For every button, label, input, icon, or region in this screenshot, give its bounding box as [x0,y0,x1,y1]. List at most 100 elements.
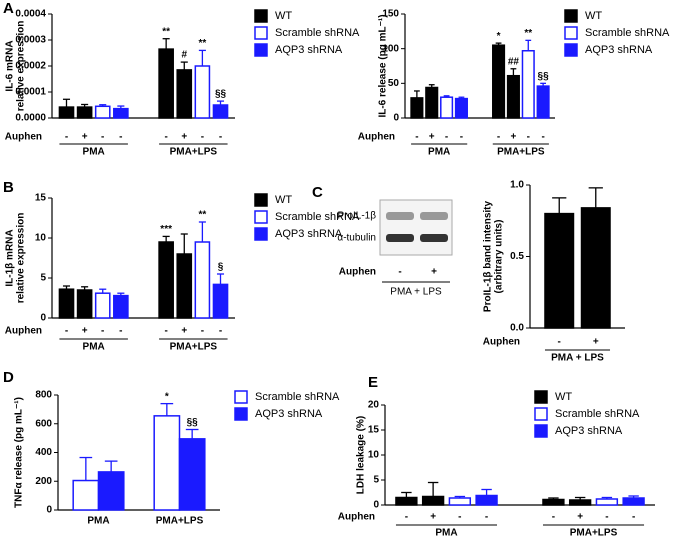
y-tick-label: 0.0002 [15,61,46,72]
bar [568,499,592,506]
bar [76,289,93,319]
group-label: PMA + LPS [390,287,442,298]
annotation: §§ [187,417,199,428]
y-tick-label: 0.0001 [15,87,46,98]
annotation: ** [198,38,206,49]
auphen-value: - [164,132,167,143]
legend-swatch [564,26,578,40]
bar [421,495,445,506]
error-bar [162,38,170,50]
error-bar [216,100,225,105]
bar [194,65,211,119]
group-label: PMA+LPS [497,147,545,158]
auphen-value: - [497,132,500,143]
blot-band [420,234,448,242]
legend-label: WT [555,391,572,403]
y-tick-label: 0 [393,113,399,124]
y-tick-label: 150 [382,9,399,20]
error-bar [81,286,89,290]
legend-swatch [564,9,578,23]
y-tick-label: 0.5 [510,251,524,262]
auphen-value: + [181,132,187,143]
bar [94,292,111,319]
y-axis-label: IL-1β mRNA [5,229,16,286]
blot-band [386,234,414,242]
auphen-value: - [101,132,104,143]
annotation: # [181,50,187,61]
error-bar [588,187,603,208]
bar [425,86,439,119]
bar [212,104,229,119]
bar [58,106,75,119]
error-bar [198,49,206,66]
auphen-value: - [101,326,104,337]
error-bar [428,84,435,88]
legend-label: AQP3 shRNA [555,425,623,437]
auphen-label: Auphen [483,337,520,348]
auphen-value: + [82,326,88,337]
error-bar [540,82,547,87]
y-axis-label: TNFα release (pg mL⁻¹) [14,397,25,508]
y-axis-label: relative expression [16,21,27,112]
error-bar [628,495,639,498]
group-label: PMA + LPS [551,353,604,364]
auphen-value: - [541,132,544,143]
auphen-value: + [593,337,599,348]
error-bar [180,61,188,70]
y-axis-label: (arbitrary units) [494,220,505,294]
blot-band [386,212,414,220]
auphen-label: Auphen [5,326,42,337]
legend-swatch [534,390,548,404]
auphen-value: + [82,132,88,143]
legend-swatch [254,26,268,40]
legend-swatch [534,407,548,421]
bar [542,498,565,506]
y-tick-label: 0.0 [510,323,524,334]
bar [176,69,193,119]
y-tick-label: 400 [35,447,52,458]
legend-label: AQP3 shRNA [275,228,343,240]
bar [153,415,181,511]
legend-label: Scramble shRNA [555,408,640,420]
auphen-value: - [558,337,561,348]
legend-label: Scramble shRNA [585,27,670,39]
y-tick-label: 0.0000 [15,113,46,124]
y-axis-label: IL-6 release (pg mL⁻¹) [378,14,389,117]
panel-label: B [3,179,14,196]
y-tick-label: 0.0004 [15,9,46,20]
auphen-value: - [460,132,463,143]
bar [448,497,472,506]
group-label: PMA [83,342,105,353]
legend-label: AQP3 shRNA [255,408,323,420]
y-tick-label: 20 [368,400,380,411]
y-tick-label: 1.0 [510,180,524,191]
error-bar [160,402,174,416]
auphen-label: Auphen [5,132,42,143]
y-tick-label: 800 [35,390,52,401]
bar [492,44,506,119]
y-tick-label: 10 [35,233,47,244]
bar [58,288,75,319]
error-bar [401,491,412,498]
auphen-value: - [415,132,418,143]
auphen-value: - [201,132,204,143]
bar [475,494,498,506]
bar [580,207,611,329]
bar [72,479,100,511]
annotation: ## [508,56,520,67]
group-label: PMA [83,147,105,158]
bar [176,253,193,319]
legend-swatch [254,210,268,224]
error-bar [413,90,420,98]
error-bar [552,197,567,214]
error-bar [79,456,93,481]
y-tick-label: 0.0003 [15,35,46,46]
annotation: * [165,391,169,402]
legend-swatch [234,390,248,404]
auphen-value: - [632,512,635,523]
y-tick-label: 100 [382,43,399,54]
panel-label: A [3,0,14,17]
annotation: §§ [538,71,550,82]
bar [440,96,454,119]
error-bar [117,292,125,296]
